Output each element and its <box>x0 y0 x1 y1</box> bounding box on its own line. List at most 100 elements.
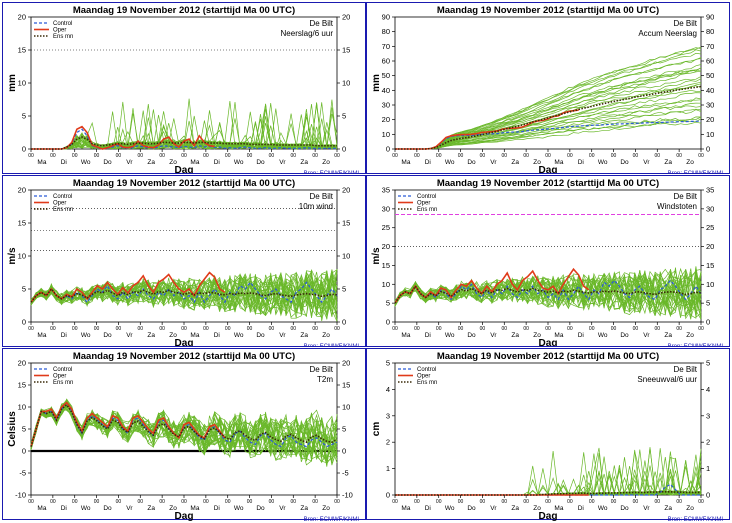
y-tick-label: 0 <box>22 145 26 154</box>
x-day-label: Vr <box>279 332 286 339</box>
x-day-label: Di <box>425 159 431 166</box>
panel-t2m: Maandag 19 November 2012 (starttijd Ma 0… <box>2 348 366 521</box>
x-day-label: Zo <box>686 159 694 166</box>
ensemble-member-line <box>395 447 702 496</box>
x-tick-hour: 00 <box>480 153 486 159</box>
x-axis-label: Dag <box>539 165 558 173</box>
x-day-label: Ma <box>190 505 199 512</box>
series-ens-mn <box>30 403 338 447</box>
series-oper <box>394 267 590 304</box>
panel-neerslag: Maandag 19 November 2012 (starttijd Ma 0… <box>2 2 366 174</box>
x-tick-hour: 00 <box>458 326 464 332</box>
ensemble-member-line <box>395 70 702 150</box>
x-tick-hour: 00 <box>698 499 704 505</box>
y-tick-label-right: 0 <box>342 145 346 154</box>
y-axis-label: m/s <box>7 247 18 265</box>
y-tick-label: 0 <box>386 145 390 154</box>
y-tick-label-right: 5 <box>342 285 346 294</box>
ensemble-member-line <box>395 451 702 496</box>
x-day-label: Ma <box>190 159 199 166</box>
ensemble-member-line <box>394 268 702 314</box>
panel-windstoten: Maandag 19 November 2012 (starttijd Ma 0… <box>366 175 730 347</box>
y-tick-label: 20 <box>18 186 26 195</box>
x-day-label: Wo <box>598 159 608 166</box>
x-tick-hour: 00 <box>567 499 573 505</box>
x-tick-hour: 00 <box>458 499 464 505</box>
variable-label: Neerslag/6 uur <box>281 29 334 38</box>
x-axis-label: Dag <box>175 165 194 173</box>
x-tick-hour: 00 <box>312 499 318 505</box>
ensemble-member-line <box>30 404 338 464</box>
x-day-label: Wo <box>598 332 608 339</box>
x-tick-hour: 00 <box>94 153 100 159</box>
x-day-label: Vr <box>279 159 286 166</box>
x-tick-hour: 00 <box>50 153 56 159</box>
ensemble-member-line <box>395 78 702 150</box>
location-label: De Bilt <box>673 365 697 374</box>
y-tick-label: 10 <box>18 252 26 261</box>
legend-label: Ens mn <box>53 34 73 40</box>
x-tick-hour: 00 <box>633 499 639 505</box>
x-tick-hour: 00 <box>50 326 56 332</box>
y-tick-label-right: 10 <box>706 130 714 139</box>
x-tick-hour: 00 <box>159 499 165 505</box>
y-tick-label-right: 5 <box>342 425 346 434</box>
x-tick-hour: 00 <box>545 499 551 505</box>
y-tick-label: 80 <box>382 27 390 36</box>
ensemble-member-line <box>394 278 702 320</box>
x-day-label: Di <box>578 332 584 339</box>
x-tick-hour: 00 <box>28 153 34 159</box>
x-tick-hour: 00 <box>269 326 275 332</box>
ensemble-member-line <box>395 99 702 150</box>
x-day-label: Do <box>103 159 112 166</box>
ensemble-members <box>30 398 338 467</box>
y-tick-label: 70 <box>382 42 390 51</box>
x-tick-hour: 00 <box>138 153 144 159</box>
location-label: De Bilt <box>673 192 697 201</box>
x-day-label: Vr <box>490 159 497 166</box>
y-tick-label-right: 3 <box>706 411 710 420</box>
x-day-label: Do <box>620 505 629 512</box>
x-day-label: Do <box>467 332 476 339</box>
chart-title: Maandag 19 November 2012 (starttijd Ma 0… <box>437 351 659 362</box>
x-tick-hour: 00 <box>72 326 78 332</box>
x-day-label: Do <box>467 505 476 512</box>
x-tick-hour: 00 <box>116 153 122 159</box>
ensemble-member-line <box>395 453 702 496</box>
series-ens-mn <box>30 287 338 303</box>
x-tick-hour: 00 <box>203 153 209 159</box>
x-day-label: Vr <box>490 505 497 512</box>
legend-label: Control <box>417 194 436 200</box>
chart-title: Maandag 19 November 2012 (starttijd Ma 0… <box>437 178 659 189</box>
x-day-label: Za <box>511 505 519 512</box>
x-tick-hour: 00 <box>655 153 661 159</box>
x-tick-hour: 00 <box>458 153 464 159</box>
x-axis-label: Dag <box>539 338 558 346</box>
location-label: De Bilt <box>673 19 697 28</box>
y-tick-label: 10 <box>382 280 390 289</box>
x-day-label: Di <box>214 159 220 166</box>
x-tick-hour: 00 <box>269 499 275 505</box>
y-tick-label-right: 20 <box>342 13 350 22</box>
x-day-label: Zo <box>686 332 694 339</box>
x-tick-hour: 00 <box>502 153 508 159</box>
x-day-label: Wo <box>445 332 455 339</box>
y-tick-label-right: 10 <box>342 79 350 88</box>
x-tick-hour: 00 <box>72 153 78 159</box>
x-tick-hour: 00 <box>72 499 78 505</box>
ensemble-member-line <box>30 274 338 321</box>
y-tick-label: -5 <box>19 469 26 478</box>
x-day-label: Ma <box>554 332 563 339</box>
x-tick-hour: 00 <box>676 499 682 505</box>
y-tick-label: 30 <box>382 101 390 110</box>
y-tick-label-right: 0 <box>342 447 346 456</box>
y-axis-label: Celsius <box>7 411 18 447</box>
ensemble-member-line <box>395 46 702 150</box>
x-tick-hour: 00 <box>225 153 231 159</box>
x-tick-hour: 00 <box>502 326 508 332</box>
ensemble-member-line <box>395 447 702 496</box>
source-label: Bron: ECMWF/KNMI <box>668 171 724 173</box>
ensemble-members <box>30 268 338 322</box>
